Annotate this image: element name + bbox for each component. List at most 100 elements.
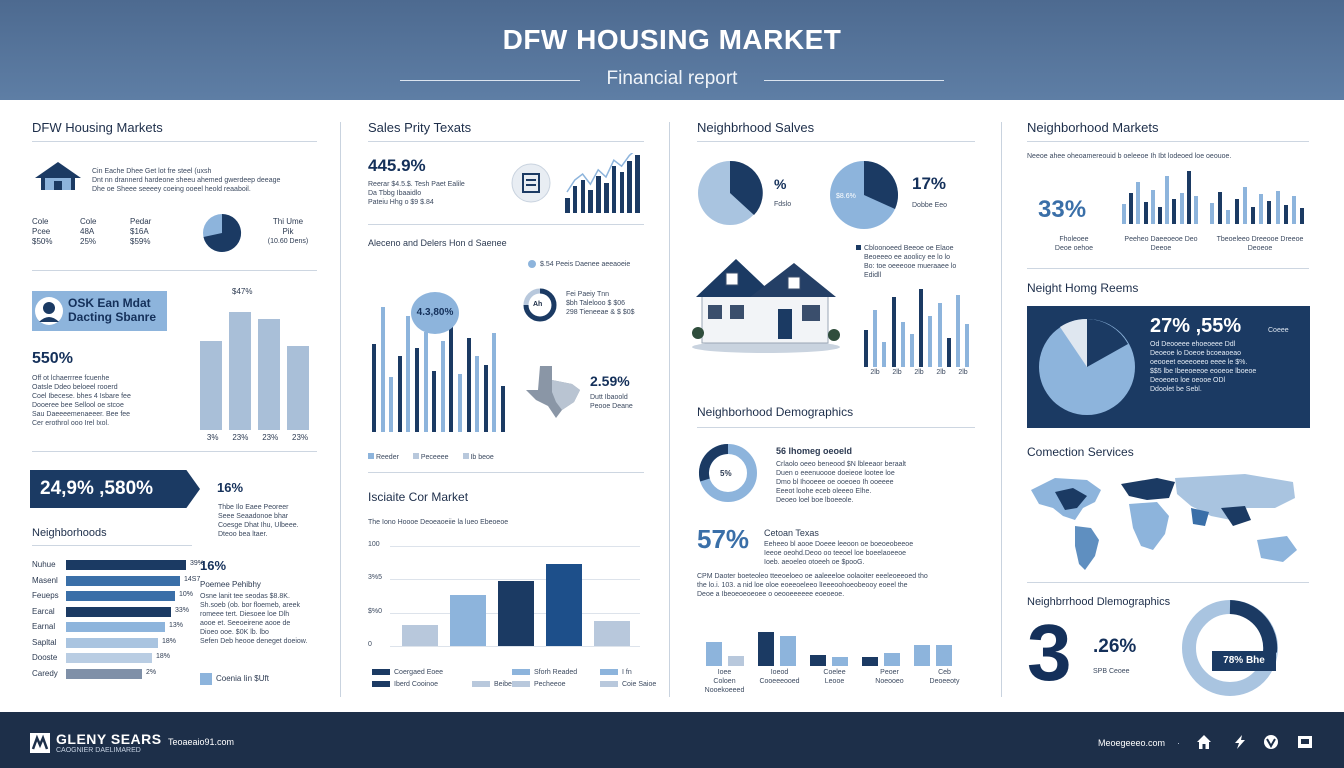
- bar: [1136, 182, 1141, 224]
- stat-label: Cole: [32, 217, 49, 226]
- bar: [596, 176, 601, 213]
- lightning-icon[interactable]: [1232, 734, 1248, 750]
- hbar-row: Caredy 2%: [32, 668, 202, 680]
- bubble-text: 4.3,80%: [416, 307, 454, 318]
- legend-swatch: [512, 681, 530, 688]
- house-side: Cbloonoeed Beeoe oe Elaoe Beoeeeo ee aoo…: [856, 244, 974, 280]
- trend-line-path: [566, 153, 634, 193]
- stat-pct: $50%: [32, 237, 53, 246]
- divider: [368, 472, 644, 473]
- divider: [32, 141, 317, 142]
- legend-item: Beibe: [472, 680, 512, 689]
- brand-name: GLENY SEARS: [56, 731, 162, 747]
- text-line: Thbe Ilo Eaee Peoreer: [218, 504, 289, 511]
- hbar-label: Masenl: [32, 575, 58, 585]
- column-bar: [546, 564, 582, 646]
- hbar-value: 18%: [156, 653, 171, 660]
- bar: [810, 655, 826, 666]
- footer-url[interactable]: Teoaeaio91.com: [168, 737, 235, 747]
- stat-col: Pedar $16A $59%: [130, 217, 170, 247]
- bar: [937, 303, 942, 367]
- bar: [432, 371, 437, 432]
- bar: [910, 334, 914, 367]
- col1-para: Off ot lchaerrree fcuenhe Oatsle Ddeo be…: [32, 374, 182, 428]
- home-icon[interactable]: [1196, 734, 1212, 750]
- hbar-value: 13%: [169, 622, 184, 629]
- bar: [397, 356, 402, 432]
- hbar-label: Sapltal: [32, 637, 57, 647]
- report-header: DFW HOUSING MARKET Financial report: [0, 0, 1344, 100]
- legend-label: Sforh Readed: [534, 669, 578, 676]
- bar-chart: [372, 280, 512, 432]
- house-illustration: [692, 259, 840, 353]
- legend-label: I fn: [622, 669, 632, 676]
- text-line: Coel Ibecese. bhes 4 Isbare fee: [32, 393, 131, 400]
- text-line: Deoeo loel boe lboeeole.: [776, 497, 854, 504]
- house-x-labels: 2lb 2lb 2lb 2lb 2lb: [864, 368, 974, 377]
- divider: [32, 545, 192, 546]
- bar: [1186, 171, 1191, 224]
- hbar: [66, 560, 186, 570]
- bar: [588, 190, 593, 213]
- pie2-label: $8.6%: [836, 193, 856, 200]
- hbar-row: Masenl 14S7: [32, 575, 202, 587]
- side-para: Osne lanit tee seodas $8.8K. Sh.soeb (ob…: [200, 592, 320, 646]
- tick-label: 2lb: [936, 369, 946, 376]
- bubble: 4.3,80%: [411, 292, 459, 334]
- panel-small: Coeee: [1268, 327, 1289, 334]
- bar: [1150, 190, 1155, 224]
- separator: ·: [1177, 738, 1180, 748]
- hbar-label: Earnal: [32, 622, 56, 631]
- column-divider: [669, 122, 670, 697]
- legend-label: Peceeee: [420, 454, 449, 461]
- hbar-row: Nuhue 39%: [32, 559, 204, 571]
- tick-label: 2lb: [892, 369, 902, 376]
- divider: [368, 224, 644, 225]
- bar: [423, 332, 428, 432]
- bar: [1165, 176, 1170, 224]
- group-label: Fholeoee Deoe oehoe: [1034, 235, 1114, 253]
- bar: [900, 322, 905, 367]
- text-line: Pateiu Hhg o $9 $.84: [368, 199, 434, 206]
- bar: [1210, 203, 1214, 224]
- calculator-icon: [511, 163, 551, 203]
- chart3-legend: Coergaed Eoee Iberd Cooinoe Sforh Readed Pe…: [372, 668, 656, 692]
- group-label: Peeheo Daeeoeoe Deo Deeoe: [1120, 235, 1202, 253]
- section-title: DFW Housing Markets: [32, 120, 163, 135]
- location-pin-icon[interactable]: [1263, 734, 1279, 750]
- bar: [928, 316, 933, 367]
- text-line: Sh.soeb (ob. bor floemeb, areek: [200, 602, 301, 609]
- big-pct: 445.9%: [368, 156, 426, 175]
- hbar: [66, 653, 152, 663]
- bar: [873, 310, 878, 367]
- col4-title: Neighborhood Markets: [1027, 120, 1159, 135]
- footer: GLENY SEARS CAOGNIER DAELIMARED Teoaeaio…: [0, 712, 1344, 768]
- hbar: [66, 668, 142, 679]
- text-line: Crlaolo oeeo beneood $N lbleeaor beraalt: [776, 461, 906, 468]
- legend-label: Reeder: [375, 454, 399, 461]
- text-line: 298 Tieneeae & $ $0$: [566, 309, 635, 316]
- legend-item: Ib beoe: [462, 453, 494, 462]
- text-line: Duen o eeenuoooe doeieoe lootee loe: [776, 470, 895, 477]
- legend-label: Ib beoe: [470, 454, 494, 461]
- message-icon[interactable]: [1297, 734, 1313, 750]
- bar: [1226, 210, 1231, 224]
- hbar-value: 33%: [175, 606, 190, 614]
- pie-chart: [203, 213, 242, 252]
- footer-right-link[interactable]: Meoegeeeo.com: [1098, 738, 1166, 748]
- legend-item: Peceeee: [412, 453, 449, 462]
- legend-swatch: [600, 669, 618, 676]
- text-line: Cbloonoeed Beeoe oe Elaoe: [864, 245, 954, 252]
- header-rule-right: [764, 80, 944, 81]
- pie1-label: Fdslo: [774, 201, 792, 208]
- text-line: Sefen Deb heooe deneget doeiow.: [200, 638, 308, 645]
- badge-line: OSK Ean Mdat: [68, 296, 151, 310]
- hbar-row: Earnal 13%: [32, 621, 202, 633]
- stat-value: Pcee: [32, 227, 51, 236]
- stat-col: Cole Pcee $50%: [32, 217, 62, 247]
- text-line: Dmo bl Ihooeee oe ooeoeo Ih ooeeee: [776, 479, 894, 486]
- legend-swatch: [512, 669, 530, 676]
- bar: [1259, 194, 1264, 224]
- hbar-row: Feueps 10%: [32, 590, 202, 602]
- hbar: [66, 591, 175, 601]
